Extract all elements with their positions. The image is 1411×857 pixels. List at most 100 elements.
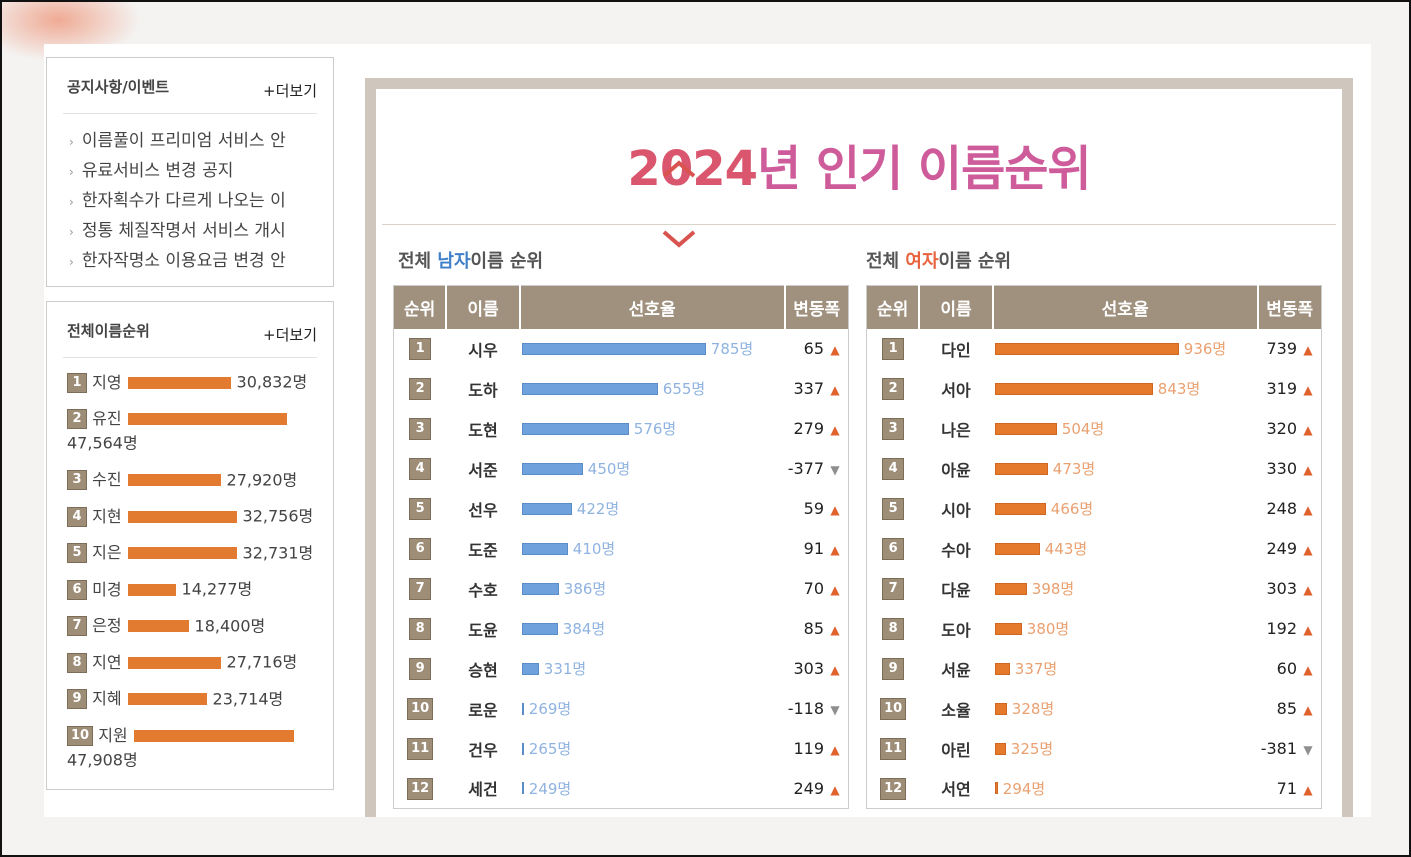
- overall-rank-list: 1 지영 30,832명 2 유진 47,564명 3 수진 27,920명 4 지현 32,…: [47, 358, 333, 772]
- change-cell: 320 ▲: [1258, 409, 1322, 449]
- table-row[interactable]: 10 로운 269명 -118 ▼: [394, 689, 849, 729]
- notice-item[interactable]: › 한자작명소 이용요금 변경 안: [69, 246, 319, 276]
- notice-item-label: 유료서비스 변경 공지: [81, 161, 234, 181]
- table-row[interactable]: 2 도하 655명 337 ▲: [394, 369, 849, 409]
- rank-badge: 11: [407, 738, 434, 760]
- rank-name: 지현: [92, 506, 122, 526]
- arrow-up-icon: ▲: [1303, 543, 1313, 557]
- name-cell: 나은: [941, 420, 971, 440]
- preference-value: 576명: [633, 420, 677, 438]
- change-value: -381: [1260, 739, 1297, 758]
- table-row[interactable]: 12 서연 294명 71 ▲: [867, 769, 1322, 809]
- preference-cell: 936명: [993, 329, 1258, 369]
- rank-name: 지영: [92, 372, 122, 392]
- rank-name: 수진: [92, 470, 122, 489]
- preference-value: 504명: [1061, 420, 1105, 438]
- overall-rank-item[interactable]: 4 지현 32,756명: [67, 504, 333, 529]
- change-cell: 59 ▲: [785, 489, 849, 529]
- rank-badge: 5: [882, 498, 905, 520]
- rank-badge: 10: [407, 698, 434, 720]
- overall-rank-item[interactable]: 3 수진 27,920명: [67, 468, 333, 493]
- name-cell: 도아: [941, 620, 971, 640]
- notice-title: 공지사항/이벤트: [67, 78, 170, 96]
- table-row[interactable]: 4 아윤 473명 330 ▲: [867, 449, 1322, 489]
- table-row[interactable]: 8 도윤 384명 85 ▲: [394, 609, 849, 649]
- male-title-suffix: 이름 순위: [470, 251, 544, 272]
- table-row[interactable]: 7 다윤 398명 303 ▲: [867, 569, 1322, 609]
- col-name: 이름: [919, 285, 994, 329]
- rank-badge: 6: [409, 538, 432, 560]
- preference-bar: [521, 422, 629, 435]
- change-value: 85: [803, 619, 824, 638]
- rank-badge: 1: [67, 372, 87, 393]
- preference-bar: [521, 462, 583, 475]
- change-value: 279: [793, 419, 824, 438]
- table-row[interactable]: 3 도현 576명 279 ▲: [394, 409, 849, 449]
- preference-cell: 576명: [520, 409, 785, 449]
- preference-bar: [521, 382, 658, 395]
- rank-cell: 11: [867, 729, 920, 769]
- preference-value: 936명: [1183, 340, 1227, 358]
- table-row[interactable]: 11 건우 265명 119 ▲: [394, 729, 849, 769]
- preference-cell: 443명: [993, 529, 1258, 569]
- table-row[interactable]: 3 나은 504명 320 ▲: [867, 409, 1322, 449]
- table-row[interactable]: 7 수호 386명 70 ▲: [394, 569, 849, 609]
- overall-rank-item[interactable]: 10 지원 47,908명: [67, 723, 333, 772]
- overall-rank-item[interactable]: 9 지혜 23,714명: [67, 687, 333, 712]
- rank-cell: 6: [394, 529, 447, 569]
- bullet-icon: ›: [69, 135, 74, 149]
- name-cell: 서윤: [941, 660, 971, 680]
- preference-cell: 655명: [520, 369, 785, 409]
- preference-cell: 325명: [993, 729, 1258, 769]
- change-value: 60: [1276, 659, 1297, 678]
- table-row[interactable]: 1 시우 785명 65 ▲: [394, 329, 849, 369]
- page: 공지사항/이벤트 +더보기 › 이름풀이 프리미엄 서비스 안 › 유료서비스 변경 …: [44, 44, 1371, 817]
- rank-badge: 8: [409, 618, 432, 640]
- table-row[interactable]: 12 세건 249명 249 ▲: [394, 769, 849, 809]
- notice-item-label: 이름풀이 프리미엄 서비스 안: [81, 131, 286, 151]
- notice-item[interactable]: › 유료서비스 변경 공지: [69, 156, 319, 186]
- rank-badge: 1: [882, 338, 905, 360]
- change-value: 248: [1266, 499, 1297, 518]
- rank-count: 27,920명: [226, 470, 298, 489]
- notice-item[interactable]: › 한자획수가 다르게 나오는 이: [69, 186, 319, 216]
- table-row[interactable]: 8 도아 380명 192 ▲: [867, 609, 1322, 649]
- notice-list: › 이름풀이 프리미엄 서비스 안 › 유료서비스 변경 공지 › 한자획수가 다르게 나…: [47, 114, 333, 276]
- name-cell: 시아: [941, 500, 971, 520]
- table-row[interactable]: 4 서준 450명 -377 ▼: [394, 449, 849, 489]
- overall-rank-more-button[interactable]: +더보기: [263, 326, 317, 344]
- notice-item[interactable]: › 정통 체질작명서 서비스 개시: [69, 216, 319, 246]
- table-row[interactable]: 10 소율 328명 85 ▲: [867, 689, 1322, 729]
- preference-value: 473명: [1052, 460, 1096, 478]
- preference-value: 843명: [1157, 380, 1201, 398]
- overall-rank-item[interactable]: 7 은정 18,400명: [67, 614, 333, 639]
- rank-cell: 9: [867, 649, 920, 689]
- rank-count: 18,400명: [194, 616, 266, 635]
- table-row[interactable]: 9 서윤 337명 60 ▲: [867, 649, 1322, 689]
- change-value: 85: [1276, 699, 1297, 718]
- table-row[interactable]: 5 선우 422명 59 ▲: [394, 489, 849, 529]
- table-row[interactable]: 5 시아 466명 248 ▲: [867, 489, 1322, 529]
- notice-more-button[interactable]: +더보기: [263, 82, 317, 100]
- table-row[interactable]: 9 승현 331명 303 ▲: [394, 649, 849, 689]
- preference-cell: 265명: [520, 729, 785, 769]
- overall-rank-title: 전체이름순위: [67, 322, 150, 340]
- arrow-down-icon: ▼: [1303, 743, 1313, 757]
- arrow-up-icon: ▲: [1303, 703, 1313, 717]
- preference-bar: [994, 462, 1048, 475]
- notice-item[interactable]: › 이름풀이 프리미엄 서비스 안: [69, 126, 319, 156]
- table-row[interactable]: 1 다인 936명 739 ▲: [867, 329, 1322, 369]
- rank-cell: 3: [394, 409, 447, 449]
- overall-rank-item[interactable]: 8 지연 27,716명: [67, 650, 333, 675]
- overall-rank-item[interactable]: 6 미경 14,277명: [67, 577, 333, 602]
- table-row[interactable]: 11 아린 325명 -381 ▼: [867, 729, 1322, 769]
- overall-rank-item[interactable]: 2 유진 47,564명: [67, 407, 333, 456]
- change-cell: 330 ▲: [1258, 449, 1322, 489]
- table-row[interactable]: 6 수아 443명 249 ▲: [867, 529, 1322, 569]
- overall-rank-item[interactable]: 5 지은 32,731명: [67, 541, 333, 566]
- table-row[interactable]: 6 도준 410명 91 ▲: [394, 529, 849, 569]
- table-row[interactable]: 2 서아 843명 319 ▲: [867, 369, 1322, 409]
- overall-rank-item[interactable]: 1 지영 30,832명: [67, 370, 333, 395]
- change-cell: 303 ▲: [1258, 569, 1322, 609]
- arrow-up-icon: ▲: [830, 623, 840, 637]
